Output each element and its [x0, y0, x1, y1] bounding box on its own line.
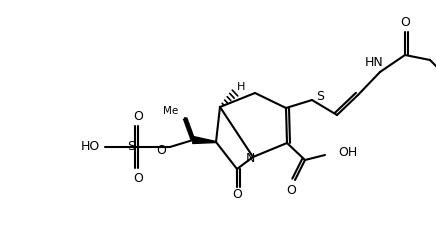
Polygon shape — [193, 136, 216, 143]
Text: S: S — [316, 90, 324, 102]
Text: H: H — [237, 82, 245, 92]
Text: OH: OH — [338, 146, 357, 160]
Text: O: O — [400, 16, 410, 29]
Text: N: N — [245, 152, 255, 165]
Text: O: O — [133, 110, 143, 122]
Text: O: O — [232, 189, 242, 202]
Text: Me: Me — [163, 106, 178, 116]
Text: O: O — [156, 143, 166, 156]
Text: HO: HO — [80, 141, 99, 153]
Text: HN: HN — [364, 57, 383, 70]
Text: O: O — [133, 172, 143, 184]
Text: O: O — [286, 183, 296, 196]
Text: S: S — [127, 141, 135, 153]
